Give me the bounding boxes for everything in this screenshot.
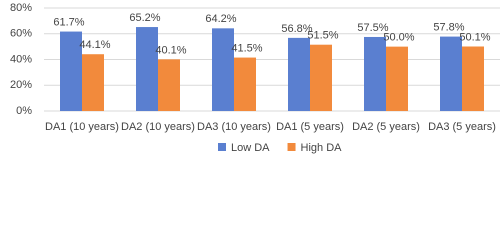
bar — [136, 27, 158, 111]
value-label: 40.1% — [155, 44, 186, 56]
y-tick-label: 0% — [16, 105, 32, 117]
value-label: 61.7% — [53, 16, 84, 28]
value-label: 50.0% — [383, 32, 414, 44]
bar — [310, 44, 332, 111]
bar — [386, 46, 408, 111]
x-tick-label: DA3 (5 years) — [428, 121, 496, 133]
bar — [440, 36, 462, 111]
value-label: 65.2% — [129, 12, 160, 24]
value-label: 56.8% — [281, 23, 312, 35]
legend-label: High DA — [301, 142, 343, 154]
x-tick-label: DA3 (10 years) — [197, 121, 271, 133]
bar — [288, 37, 310, 112]
y-tick-label: 40% — [10, 53, 32, 65]
x-tick-label: DA2 (5 years) — [352, 121, 420, 133]
value-label: 51.5% — [307, 30, 338, 42]
page: {"chart_data": {"type": "bar", "categori… — [9, 1, 500, 154]
value-label: 57.8% — [433, 21, 464, 33]
value-label: 50.1% — [459, 31, 490, 43]
legend-swatch — [218, 143, 226, 151]
value-label: 64.2% — [205, 13, 236, 25]
y-tick-label: 20% — [10, 79, 32, 91]
chart: 0% 20% 40% 60% 80% DA1 (10 years) 61.7% 44.1% DA… — [10, 2, 500, 154]
bar — [158, 59, 180, 111]
bar — [234, 57, 256, 111]
bar — [212, 28, 234, 112]
bar — [82, 54, 104, 111]
x-tick-label: DA2 (10 years) — [121, 121, 195, 133]
x-tick-label: DA1 (10 years) — [45, 121, 119, 133]
y-tick-label: 60% — [10, 28, 32, 40]
legend-swatch — [287, 143, 296, 151]
bar — [364, 36, 386, 111]
bar — [462, 46, 484, 112]
value-label: 44.1% — [79, 39, 110, 51]
value-label: 41.5% — [231, 42, 262, 54]
value-label: 57.5% — [357, 22, 388, 34]
bar — [60, 31, 82, 112]
y-tick-label: 80% — [10, 2, 32, 14]
x-tick-label: DA1 (5 years) — [276, 121, 344, 133]
legend-label: Low DA — [231, 142, 270, 154]
